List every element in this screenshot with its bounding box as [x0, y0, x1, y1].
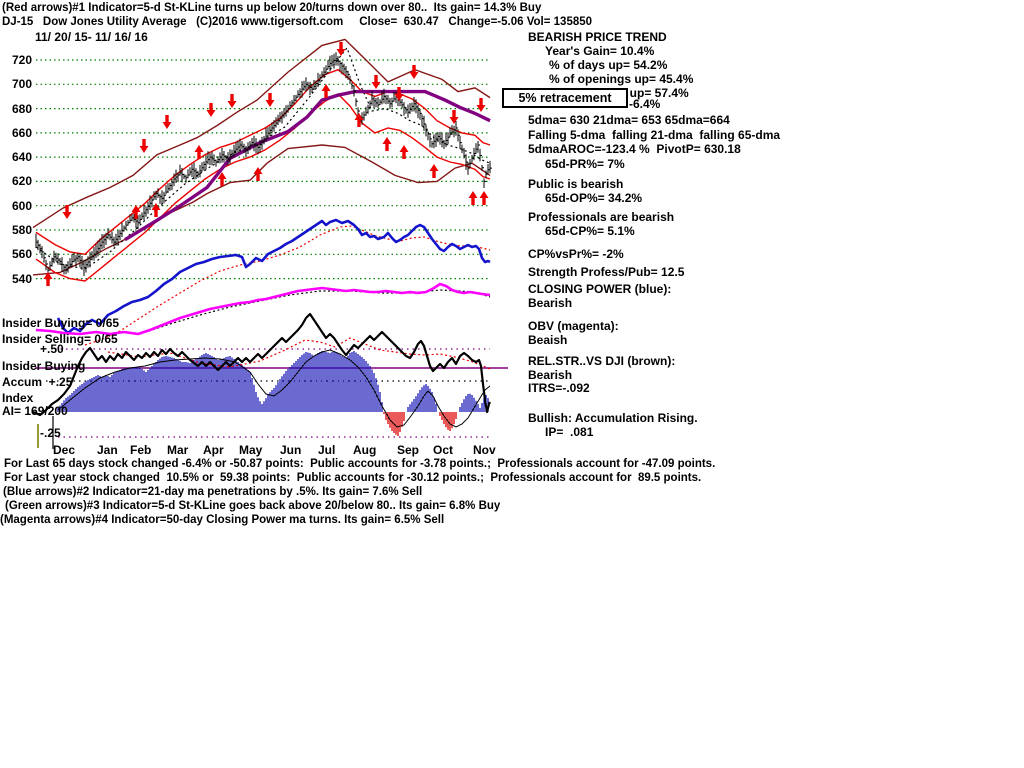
price-tick-580: 580 — [11, 223, 32, 237]
left-label-0: Insider Buying= 0/65 — [2, 316, 120, 330]
panel-line-13: 65d-CP%= 5.1% — [545, 224, 635, 238]
footer-line-0: For Last 65 days stock changed -6.4% or … — [4, 458, 716, 470]
month-label-may: May — [239, 443, 263, 457]
footer-line-2: (Blue arrows)#2 Indicator=21-day ma pene… — [3, 486, 423, 498]
panel-line-12: Professionals are bearish — [528, 210, 675, 224]
retracement-annotation[interactable]: 5% retracement — [502, 88, 628, 108]
month-label-jun: Jun — [280, 443, 302, 457]
price-tick-720: 720 — [11, 53, 32, 67]
panel-line-11: 65d-OP%= 34.2% — [545, 191, 643, 205]
price-tick-660: 660 — [11, 125, 32, 140]
panel-line-17: Bearish — [528, 296, 573, 310]
price-tick-600: 600 — [11, 198, 32, 213]
panel-line-23: Bullish: Accumulation Rising. — [528, 411, 698, 425]
accum-histogram — [57, 349, 491, 436]
price-tick-700: 700 — [11, 77, 32, 92]
panel-line-20: REL.STR..VS DJI (brown): — [528, 354, 676, 368]
panel-line-15: Strength Profess/Pub= 12.5 — [528, 265, 685, 279]
left-label-7: -.25 — [40, 426, 61, 440]
month-label-jul: Jul — [318, 443, 336, 457]
panel-line-10: Public is bearish — [528, 177, 624, 191]
panel-line-21: Bearish — [528, 368, 573, 382]
month-label-dec: Dec — [53, 443, 76, 457]
month-label-jan: Jan — [97, 443, 118, 457]
footer-line-3: (Green arrows)#3 Indicator=5-d St-KLine … — [5, 500, 501, 512]
panel-line-9: 65d-PR%= 7% — [545, 157, 625, 171]
footer-line-1: For Last year stock changed 10.5% or 59.… — [4, 472, 702, 484]
panel-line-8: 5dmaAROC=-123.4 % PivotP= 630.18 — [528, 142, 741, 156]
price-tick-640: 640 — [11, 150, 32, 165]
footer-line-4: (Magenta arrows)#4 Indicator=50-day Clos… — [0, 514, 445, 526]
price-tick-560: 560 — [11, 247, 32, 262]
left-label-1: Insider Selling= 0/65 — [2, 332, 118, 346]
panel-line-5: -6.4% — [629, 97, 661, 111]
left-label-3: Insider Buying — [2, 359, 86, 373]
month-label-oct: Oct — [433, 443, 454, 457]
accum-index-pane — [32, 312, 491, 417]
sell-arrows — [62, 42, 486, 219]
panel-line-0: BEARISH PRICE TREND — [528, 30, 667, 44]
price-bars — [35, 52, 492, 277]
band-outer-upper — [32, 38, 491, 229]
panel-line-22: ITRS=-.092 — [528, 381, 590, 395]
buy-arrows — [43, 84, 489, 286]
bottom-axis-ticks — [37, 416, 54, 449]
month-label-sep: Sep — [397, 443, 420, 457]
obv-pane — [35, 282, 491, 336]
panel-line-6: 5dma= 630 21dma= 653 65dma=664 — [528, 113, 730, 127]
price-tick-680: 680 — [11, 101, 32, 116]
panel-line-14: CP%vsPr%= -2% — [528, 247, 624, 261]
panel-line-7: Falling 5-dma falling 21-dma falling 65-… — [528, 128, 781, 142]
left-label-2: +.50 — [40, 342, 64, 356]
date-range: 11/ 20/ 15- 11/ 16/ 16 — [35, 30, 148, 44]
band-outer-lower — [32, 144, 491, 276]
panel-line-24: IP= .081 — [545, 425, 594, 439]
left-label-4: Accum +.25 — [2, 375, 73, 389]
month-label-apr: Apr — [203, 443, 224, 457]
left-label-5: Index — [2, 391, 34, 405]
panel-line-16: CLOSING POWER (blue): — [528, 282, 672, 296]
closing-power-pane — [56, 218, 491, 346]
indicator1-legend: (Red arrows)#1 Indicator=5-d St-KLine tu… — [2, 2, 542, 14]
ma65-line — [124, 89, 491, 242]
month-label-aug: Aug — [353, 443, 377, 457]
price-tick-620: 620 — [11, 174, 32, 189]
accum-scale-lines — [35, 348, 508, 438]
symbol-title: DJ-15 Dow Jones Utility Average (C)2016 … — [2, 16, 593, 28]
panel-line-1: Year's Gain= 10.4% — [545, 44, 655, 58]
month-label-mar: Mar — [167, 443, 189, 457]
left-label-6: AI= 169/200 — [2, 404, 68, 418]
month-label-nov: Nov — [473, 443, 496, 457]
price-tick-540: 540 — [11, 271, 32, 286]
band-inner-lower — [35, 93, 491, 282]
panel-line-19: Beaish — [528, 333, 568, 347]
panel-line-18: OBV (magenta): — [528, 319, 619, 333]
month-label-feb: Feb — [130, 443, 152, 457]
panel-line-3: % of openings up= 45.4% — [549, 72, 694, 86]
panel-line-2: % of days up= 54.2% — [549, 58, 668, 72]
